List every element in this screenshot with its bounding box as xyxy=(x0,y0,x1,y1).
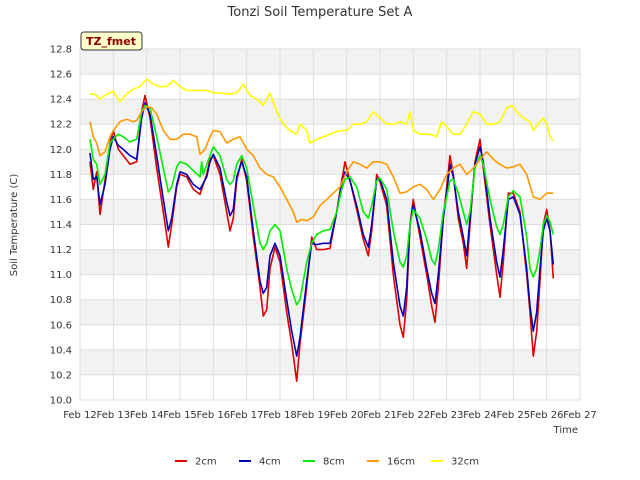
y-tick-label: 11.2 xyxy=(50,245,72,256)
plot-band xyxy=(80,374,580,400)
x-tick-label: Feb 25 xyxy=(497,410,531,421)
plot-band xyxy=(80,299,580,325)
x-tick-label: Feb 26 xyxy=(530,410,564,421)
x-tick-label: Feb 24 xyxy=(463,410,497,421)
y-tick-label: 10.0 xyxy=(50,396,72,407)
legend-label-4cm: 4cm xyxy=(259,457,281,468)
x-tick-label: Feb 22 xyxy=(397,410,431,421)
y-tick-label: 10.4 xyxy=(50,345,72,356)
series-line-8cm xyxy=(89,104,555,306)
x-tick-label: Feb 14 xyxy=(130,410,164,421)
x-tick-label: Feb 27 xyxy=(563,410,597,421)
x-tick-label: Feb 12 xyxy=(63,410,97,421)
y-tick-label: 11.8 xyxy=(50,170,72,181)
series-line-16cm xyxy=(89,105,554,223)
x-tick-label: Feb 17 xyxy=(230,410,264,421)
y-tick-label: 12.6 xyxy=(50,70,72,81)
plot-band xyxy=(80,249,580,275)
plot-band xyxy=(80,74,580,100)
x-tick-label: Feb 19 xyxy=(297,410,331,421)
y-tick-label: 12.0 xyxy=(50,145,72,156)
plot-band xyxy=(80,324,580,350)
x-tick-label: Feb 21 xyxy=(363,410,397,421)
series-line-32cm xyxy=(90,78,554,144)
station-badge: TZ_fmet xyxy=(80,31,143,51)
x-axis-ticks: Feb 12 Feb 13 Feb 14 Feb 15 Feb 16 Feb 17 Feb … xyxy=(63,410,597,421)
x-tick-label: Feb 23 xyxy=(430,410,464,421)
chart-title: Tonzi Soil Temperature Set A xyxy=(227,5,413,20)
legend-label-2cm: 2cm xyxy=(195,457,217,468)
x-tick-label: Feb 16 xyxy=(197,410,231,421)
station-badge-box xyxy=(80,31,143,51)
y-tick-label: 12.8 xyxy=(50,45,72,56)
series-line-4cm xyxy=(89,102,555,357)
legend-label-8cm: 8cm xyxy=(323,457,345,468)
y-tick-label: 10.6 xyxy=(50,320,72,331)
y-tick-label: 11.0 xyxy=(50,270,72,281)
x-tick-label: Feb 18 xyxy=(263,410,297,421)
y-tick-label: 12.4 xyxy=(50,95,72,106)
x-axis-label: Time xyxy=(553,425,578,436)
series-layer xyxy=(89,78,555,382)
y-tick-label: 10.2 xyxy=(50,370,72,381)
legend-label-32cm: 32cm xyxy=(451,457,479,468)
legend-label-16cm: 16cm xyxy=(387,457,415,468)
plot-band xyxy=(80,99,580,125)
y-tick-label: 11.4 xyxy=(50,220,72,231)
plot-band xyxy=(80,49,580,75)
x-tick-label: Feb 20 xyxy=(330,410,364,421)
y-tick-label: 11.6 xyxy=(50,195,72,206)
y-axis-ticks: 10.0 10.2 10.4 10.6 10.8 11.0 11.2 11.4 11.6 11.8… xyxy=(50,45,72,407)
y-tick-label: 10.8 xyxy=(50,295,72,306)
station-badge-label: TZ_fmet xyxy=(86,35,136,48)
x-tick-label: Feb 15 xyxy=(163,410,197,421)
legend: 2cm 4cm 8cm 16cm 32cm xyxy=(175,457,479,468)
plot-band xyxy=(80,274,580,300)
plot-band xyxy=(80,124,580,150)
y-tick-label: 12.2 xyxy=(50,120,72,131)
plot-band xyxy=(80,349,580,375)
y-axis-label: Soil Temperature (C) xyxy=(9,174,20,277)
grid-lines xyxy=(79,48,581,401)
x-tick-label: Feb 13 xyxy=(97,410,131,421)
